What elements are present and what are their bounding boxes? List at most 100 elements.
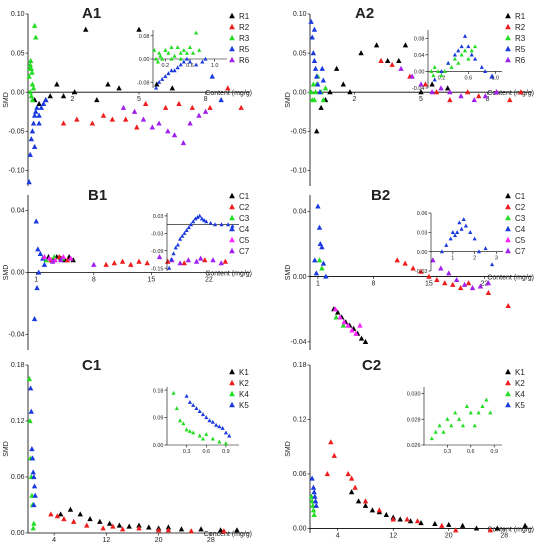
panel-A2: A2 0.10 0.05 0.00 -0.05 -0.10 2 5 8 SMD Content (m… xyxy=(285,5,534,186)
C2-inset-point-K4 xyxy=(472,423,477,428)
B1-xtick-label: 22 xyxy=(205,277,213,284)
x-axis-label: Concent (mg/g) xyxy=(204,531,252,538)
C2-point-K4 xyxy=(310,507,317,513)
B1-point-C5 xyxy=(60,254,67,260)
B1-inset-point-C4 xyxy=(171,251,176,256)
C1-point-K2 xyxy=(136,525,142,531)
C2-ytick-label: 0.00 xyxy=(293,526,307,533)
A1-inset-point-R3 xyxy=(184,50,189,55)
C1-inset-point-K4 xyxy=(200,436,206,441)
A1-inset-point-R3 xyxy=(175,45,180,50)
A1-point-R3 xyxy=(27,61,33,67)
A2-inset-point-R3 xyxy=(432,64,437,69)
legend-marker-C2 xyxy=(505,203,511,210)
C1-inset-point-K5 xyxy=(184,393,189,398)
A1-inset-point-R5 xyxy=(194,62,199,67)
A1-point-R2 xyxy=(189,104,195,110)
C1-inset-ytick-label: 0.00 xyxy=(153,443,164,449)
C1-inset-ytick-label: 0.09 xyxy=(153,416,164,422)
x-axis-label: Content (mg/g) xyxy=(205,271,252,278)
A1-point-R6 xyxy=(202,108,209,114)
A1-inset-point-R3 xyxy=(155,59,161,64)
C1-point-K1 xyxy=(97,518,103,524)
B1-inset-point-C4 xyxy=(167,265,172,270)
A1-inset-point-R5 xyxy=(163,74,168,79)
A1-point-R3 xyxy=(27,57,34,64)
C2-inset-point-K4 xyxy=(441,429,446,434)
A2-point-R1 xyxy=(385,57,391,64)
A2-inset-ytick-label: 0.08 xyxy=(414,36,425,42)
B2-inset-ytick-label: 0.03 xyxy=(417,231,428,237)
B2-point-C4 xyxy=(320,260,327,266)
B2-point-C7 xyxy=(477,283,484,289)
C1-inset-point-K5 xyxy=(197,409,202,414)
legend-label: C3 xyxy=(515,214,526,223)
B2-point-C2 xyxy=(410,265,416,271)
A1-point-R1 xyxy=(47,93,53,99)
C1-point-K1 xyxy=(217,527,224,533)
C1-xtick-label: 20 xyxy=(155,537,163,544)
B1-inset-point-C4 xyxy=(182,231,187,235)
legend-marker-R1 xyxy=(229,12,235,19)
A1-inset-ytick-label: 0.00 xyxy=(139,57,150,63)
A2-inset-point-R3 xyxy=(429,69,434,74)
C1-inset-point-K5 xyxy=(223,430,228,435)
A2-point-R5 xyxy=(310,50,317,56)
legend-marker-K4 xyxy=(505,390,511,397)
A2-point-R6 xyxy=(482,93,489,99)
C1-point-K5 xyxy=(31,474,37,480)
B2-ytick-label: 0.00 xyxy=(293,274,307,281)
B1-xtick-label: 1 xyxy=(34,277,38,284)
C1-point-K5 xyxy=(30,469,36,475)
A2-inset-xtick-label: 0.2 xyxy=(438,75,446,81)
A1-point-R5 xyxy=(26,179,32,185)
A2-inset-point-R3 xyxy=(439,73,444,78)
A1-point-R1 xyxy=(169,85,175,91)
B2-point-C5 xyxy=(341,319,347,325)
A2-inset-point-R5 xyxy=(483,69,488,74)
legend-marker-R2 xyxy=(505,23,511,30)
C2-point-K5 xyxy=(312,498,319,504)
A2-point-R5 xyxy=(313,73,320,79)
A2-inset-point-R3 xyxy=(436,69,441,74)
A2-point-R3 xyxy=(308,89,314,95)
A1-point-R5 xyxy=(33,108,39,114)
B2-point-C2 xyxy=(434,276,440,282)
C1-inset-point-K5 xyxy=(220,425,225,430)
A1-point-R6 xyxy=(165,128,171,134)
A2-point-R1 xyxy=(396,57,402,64)
panel-title: A2 xyxy=(355,5,374,22)
A1-point-R5 xyxy=(29,128,36,134)
A1-inset-point-R3 xyxy=(166,50,171,55)
C2-inset-point-K4 xyxy=(445,416,450,421)
C2-point-K1 xyxy=(355,498,362,504)
B2-inset-xtick-label: 2 xyxy=(473,256,476,262)
C1-point-K2 xyxy=(119,526,126,532)
C2-point-K4 xyxy=(311,511,317,517)
inset-B2: 0.06 0.03 0.00 -0.03 1 2 3 xyxy=(415,211,503,275)
A1-inset-point-R3 xyxy=(197,48,202,52)
B2-inset-point-C4 xyxy=(483,246,488,251)
A1-inset-point-R5 xyxy=(200,59,205,64)
A2-point-R1 xyxy=(333,65,340,71)
A1-point-R5 xyxy=(218,97,224,103)
y-axis-label: SMD xyxy=(285,265,292,281)
A1-point-R2 xyxy=(74,116,80,122)
C2-xtick-label: 12 xyxy=(389,532,397,539)
B2-point-C4 xyxy=(319,244,325,250)
C1-point-K1 xyxy=(165,524,172,530)
C2-point-K2 xyxy=(331,452,337,458)
B1-point-C2 xyxy=(202,257,208,263)
C2-ytick-label: 0.12 xyxy=(293,417,307,424)
A2-ytick-label: 0.10 xyxy=(293,11,307,18)
A1-point-R5 xyxy=(38,104,45,110)
panel-A1: A1 0.10 0.05 0.00 -0.05 -0.10 2 5 8 SMD Content (m… xyxy=(3,5,252,186)
B1-inset-point-C4 xyxy=(184,228,189,233)
C2-inset-ytick-label: 0.026 xyxy=(407,443,421,449)
A2-point-R2 xyxy=(389,61,395,67)
C2-inset-point-K4 xyxy=(468,410,473,415)
B1-point-C7 xyxy=(177,260,183,266)
inset-A2: 0.08 0.04 0.00 -0.04 0.2 0.6 1.0 xyxy=(412,30,502,92)
C1-inset-point-K5 xyxy=(187,399,192,404)
